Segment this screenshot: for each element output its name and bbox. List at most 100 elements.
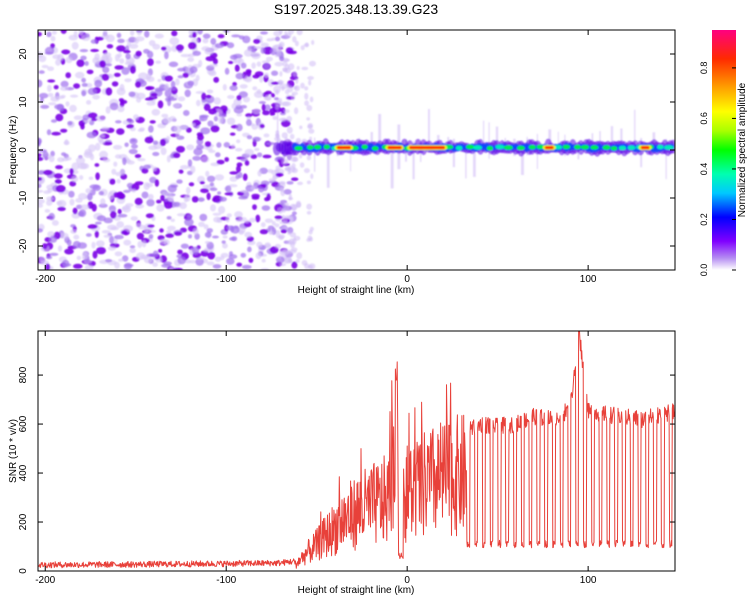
- noise-speckle: [256, 241, 263, 248]
- noise-speckle: [144, 30, 150, 38]
- noise-speckle: [281, 158, 289, 165]
- noise-speckle: [57, 206, 66, 212]
- noise-speckle: [113, 144, 123, 150]
- noise-speckle: [310, 173, 314, 180]
- noise-speckle: [236, 139, 241, 144]
- noise-speckle: [240, 189, 248, 193]
- noise-speckle: [85, 188, 92, 194]
- noise-speckle: [100, 198, 106, 206]
- noise-speckle: [87, 87, 97, 95]
- noise-speckle: [117, 38, 125, 44]
- noise-speckle: [303, 168, 310, 174]
- noise-speckle: [306, 105, 313, 112]
- noise-speckle: [260, 222, 266, 228]
- noise-speckle: [170, 218, 175, 222]
- ridge-streak: [326, 146, 330, 188]
- noise-speckle: [38, 138, 42, 146]
- noise-speckle: [60, 86, 69, 91]
- noise-speckle: [50, 96, 60, 102]
- noise-speckle: [156, 199, 162, 204]
- ridge-blob: [554, 145, 563, 150]
- noise-speckle: [119, 58, 125, 64]
- snr-frame: [37, 330, 676, 572]
- noise-speckle: [276, 256, 285, 264]
- noise-speckle: [178, 169, 184, 174]
- noise-speckle: [244, 160, 250, 166]
- noise-speckle: [309, 60, 316, 67]
- noise-speckle: [172, 267, 183, 270]
- noise-speckle: [106, 44, 114, 49]
- noise-speckle: [252, 108, 261, 115]
- noise-speckle: [116, 87, 126, 96]
- noise-speckle: [222, 243, 228, 249]
- noise-speckle: [184, 259, 192, 264]
- noise-speckle: [295, 77, 299, 84]
- noise-speckle: [226, 42, 235, 49]
- noise-speckle: [299, 162, 305, 168]
- noise-speckle: [70, 94, 79, 98]
- snr-series-line: [38, 331, 675, 569]
- spectrogram-y-tick-label: 10: [18, 96, 29, 108]
- noise-speckle: [206, 89, 214, 94]
- noise-speckle: [77, 162, 88, 170]
- noise-speckle: [308, 128, 315, 134]
- noise-speckle: [266, 38, 273, 42]
- noise-speckle: [286, 181, 294, 185]
- noise-speckle: [235, 123, 243, 132]
- noise-speckle: [154, 33, 164, 39]
- noise-speckle: [176, 145, 185, 153]
- noise-speckle: [108, 74, 115, 79]
- noise-speckle: [129, 245, 136, 249]
- ridge-blob: [618, 145, 627, 151]
- noise-speckle: [148, 125, 154, 133]
- noise-speckle: [80, 55, 87, 61]
- noise-speckle: [244, 231, 253, 238]
- snr-x-tick-label: 0: [404, 575, 410, 586]
- noise-speckle: [166, 216, 172, 220]
- noise-speckle: [117, 213, 128, 218]
- noise-speckle: [299, 125, 303, 130]
- noise-speckle: [113, 192, 120, 198]
- noise-speckle: [210, 38, 217, 45]
- ridge-hot-segment: [640, 146, 650, 150]
- noise-speckle: [134, 36, 145, 42]
- noise-speckle: [203, 224, 209, 230]
- noise-speckle: [116, 128, 125, 135]
- ridge-streak: [665, 139, 667, 180]
- noise-speckle: [292, 36, 297, 43]
- noise-speckle: [68, 34, 79, 41]
- noise-speckle: [129, 247, 136, 254]
- noise-speckle: [65, 101, 70, 107]
- noise-speckle: [110, 226, 120, 231]
- noise-speckle: [80, 204, 90, 211]
- snr-y-tick-label: 600: [18, 415, 29, 432]
- noise-speckle: [210, 125, 220, 133]
- noise-speckle: [258, 101, 266, 104]
- noise-speckle: [161, 113, 169, 118]
- noise-speckle: [283, 189, 292, 195]
- noise-speckle: [294, 40, 299, 47]
- noise-speckle: [147, 224, 155, 228]
- noise-speckle: [172, 103, 181, 108]
- noise-speckle: [135, 92, 146, 100]
- spectrogram-plot: [38, 30, 675, 270]
- noise-speckle: [124, 78, 132, 83]
- noise-speckle: [38, 79, 43, 88]
- noise-speckle: [192, 228, 199, 235]
- noise-speckle: [234, 211, 243, 219]
- noise-speckle: [146, 76, 155, 83]
- noise-speckle: [218, 113, 227, 118]
- noise-speckle: [61, 49, 71, 55]
- noise-speckle: [304, 92, 309, 100]
- noise-speckle: [289, 232, 297, 238]
- noise-speckle: [170, 80, 176, 89]
- noise-speckle: [78, 30, 84, 36]
- noise-speckle: [260, 47, 266, 54]
- noise-speckle: [198, 221, 205, 227]
- noise-speckle: [280, 189, 286, 197]
- noise-speckle: [197, 197, 205, 202]
- noise-speckle: [236, 262, 243, 267]
- snr-y-tick-label: 800: [18, 366, 29, 383]
- noise-speckle: [64, 139, 69, 146]
- noise-speckle: [148, 145, 158, 151]
